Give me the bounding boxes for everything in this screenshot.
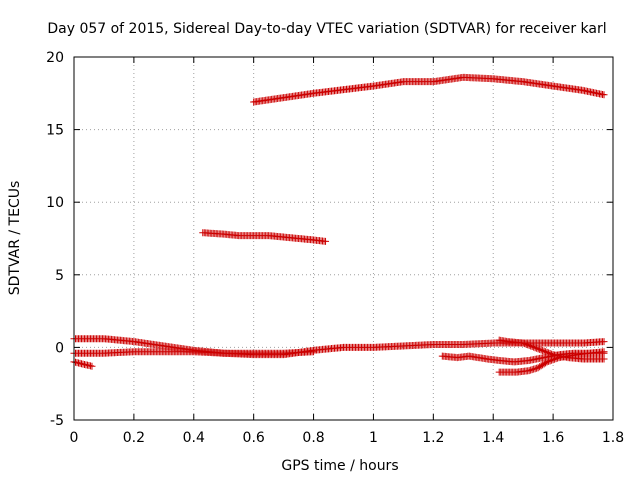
y-tick-label: 10	[46, 195, 64, 211]
y-tick-label: 20	[46, 50, 64, 66]
series-markers	[495, 348, 608, 376]
series-arc-late-a	[438, 349, 608, 366]
grid-lines	[74, 57, 613, 420]
plot-frame	[73, 56, 614, 421]
x-axis-label: GPS time / hours	[281, 458, 398, 474]
x-tick-label: 1.6	[542, 430, 564, 446]
x-tick-label: 0.2	[123, 430, 145, 446]
series-arc-mid	[199, 229, 330, 245]
x-tick-label: 1	[369, 430, 378, 446]
x-tick-label: 1.8	[602, 430, 624, 446]
data-series	[70, 73, 608, 376]
series-markers	[70, 335, 608, 359]
series-arc-high	[250, 73, 608, 106]
x-tick-label: 0	[70, 430, 79, 446]
x-tick-label: 0.6	[243, 430, 265, 446]
series-markers	[199, 229, 330, 245]
x-tick-label: 1.4	[482, 430, 504, 446]
chart-title: Day 057 of 2015, Sidereal Day-to-day VTE…	[47, 21, 606, 37]
y-tick-label: 15	[46, 123, 64, 139]
axis-ticks: 0 0.2 0.4 0.6 0.8 1 1.2 1.4 1.6 1.8 -5 0 5 10 15 20	[46, 50, 624, 446]
series-markers	[438, 349, 608, 366]
series-arc-low-zero	[70, 348, 318, 357]
series-markers	[250, 73, 608, 106]
y-tick-label: 0	[55, 340, 64, 356]
x-tick-label: 0.8	[302, 430, 324, 446]
series-arc-top-zero	[70, 335, 608, 359]
series-arc-late-c	[495, 348, 608, 376]
y-tick-label: 5	[55, 268, 64, 284]
y-axis-label: SDTVAR / TECUs	[7, 181, 23, 296]
y-tick-label: -5	[50, 413, 64, 429]
series-markers	[70, 348, 318, 357]
x-tick-label: 1.2	[422, 430, 444, 446]
x-tick-label: 0.4	[183, 430, 205, 446]
